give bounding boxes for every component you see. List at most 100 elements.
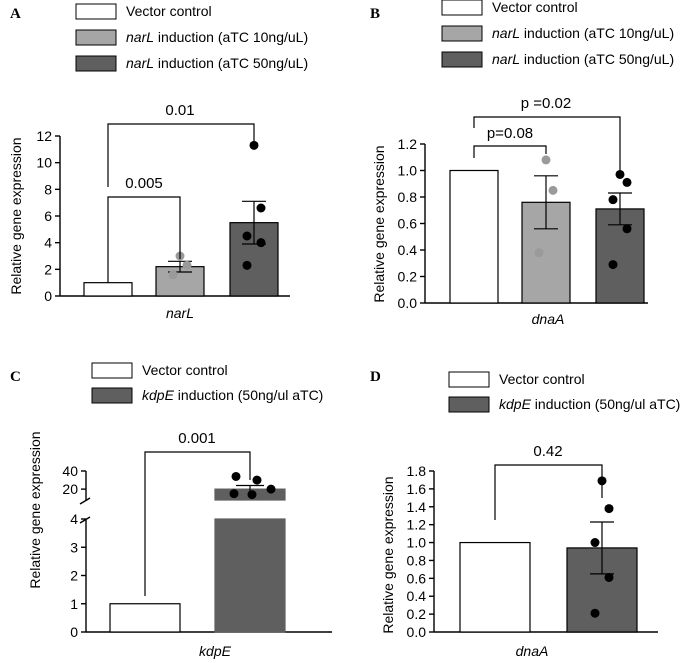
legend-swatch-a-1: [75, 29, 117, 46]
bar-a-0: [83, 282, 133, 297]
y-tick-label-b: 0.0: [398, 295, 418, 311]
y-tick-label-c: 0: [70, 624, 78, 640]
legend-swatch-a-0: [75, 3, 117, 20]
legend-swatch-c-0: [91, 362, 133, 379]
data-point-a-2: [256, 203, 266, 213]
data-point-d-1: [604, 504, 614, 514]
axis-break-c: [79, 516, 91, 524]
data-point-b-2: [608, 260, 618, 270]
y-tick-label-d: 1.2: [407, 517, 427, 533]
data-point-a-2: [242, 231, 252, 241]
y-tick-label-c: 2: [70, 568, 78, 584]
y-tick-label-d: 0.2: [407, 606, 427, 622]
y-tick-label-d: 0.6: [407, 570, 427, 586]
y-axis-label-a: Relative gene expression: [8, 137, 24, 294]
y-axis-label-c: Relative gene expression: [27, 431, 43, 588]
y-tick-label-b: 1.0: [398, 163, 418, 179]
y-tick-label-b: 0.8: [398, 189, 418, 205]
y-tick-label-d: 1.8: [407, 463, 427, 479]
significance-label-b-1: p =0.02: [521, 95, 571, 112]
legend-swatch-b-0: [441, 0, 483, 16]
y-tick-label-b: 0.2: [398, 269, 418, 285]
y-tick-label-a: 10: [36, 155, 52, 171]
y-tick-label-c: 1: [70, 596, 78, 612]
significance-bracket-d-0: [494, 464, 603, 520]
significance-label-c-0: 0.001: [178, 430, 216, 447]
data-point-a-2: [249, 140, 259, 150]
legend-entry-d-1: kdpE induction (50ng/ul aTC): [499, 396, 680, 412]
significance-bracket-b-1: [473, 116, 621, 172]
data-point-c-1: [247, 490, 257, 500]
significance-bracket-b-0: [473, 145, 547, 158]
y-tick-label-d: 1.4: [407, 499, 427, 515]
data-point-b-1: [541, 155, 551, 165]
x-axis-label-d: dnaA: [516, 643, 549, 659]
y-tick-label-d: 0.4: [407, 588, 427, 604]
data-point-c-1: [229, 489, 239, 499]
y-axis-label-d: Relative gene expression: [380, 476, 396, 633]
data-point-a-2: [242, 260, 252, 270]
legend-swatch-b-2: [441, 51, 483, 68]
legend-entry-a-0: Vector control: [126, 3, 212, 19]
legend-entry-a-1: narL induction (aTC 10ng/uL): [126, 29, 308, 45]
y-tick-label-c: 40: [62, 463, 78, 479]
significance-bracket-a-1: [107, 123, 255, 187]
data-point-b-2: [615, 169, 625, 179]
data-point-b-2: [622, 224, 632, 234]
legend-entry-c-0: Vector control: [142, 362, 228, 378]
y-tick-label-d: 0.8: [407, 552, 427, 568]
bar-c-0: [109, 603, 181, 633]
bar-c-1: [214, 518, 286, 633]
data-point-c-1: [252, 475, 262, 485]
legend-entry-a-2: narL induction (aTC 50ng/uL): [126, 55, 308, 71]
data-point-b-2: [608, 195, 618, 205]
y-tick-label-a: 6: [44, 208, 52, 224]
y-tick-label-c: 3: [70, 539, 78, 555]
panel-label-b: B: [370, 6, 380, 22]
data-point-a-1: [182, 260, 192, 270]
y-tick-label-a: 12: [36, 128, 52, 144]
data-point-b-1: [548, 185, 558, 195]
data-point-b-1: [534, 248, 544, 258]
legend-swatch-d-0: [448, 371, 490, 388]
legend-entry-b-2: narL induction (aTC 50ng/uL): [492, 51, 674, 67]
data-point-c-1: [266, 484, 276, 494]
data-point-b-2: [622, 177, 632, 187]
legend-entry-b-0: Vector control: [492, 0, 578, 15]
legend-swatch-d-1: [448, 396, 490, 413]
legend-entry-b-1: narL induction (aTC 10ng/uL): [492, 25, 674, 41]
legend-entry-c-1: kdpE induction (50ng/ul aTC): [142, 387, 323, 403]
y-tick-label-a: 8: [44, 181, 52, 197]
significance-label-a-0: 0.005: [125, 175, 163, 192]
y-tick-label-c: 20: [62, 481, 78, 497]
y-tick-label-a: 2: [44, 261, 52, 277]
y-axis-label-b: Relative gene expression: [371, 145, 387, 302]
data-point-c-1: [231, 471, 241, 481]
axis-break-c: [79, 497, 91, 505]
data-point-a-2: [256, 238, 266, 248]
significance-bracket-c-0: [144, 451, 251, 596]
bar-d-0: [459, 541, 531, 633]
panel-label-c: C: [10, 369, 21, 385]
x-axis-label-a: narL: [166, 305, 194, 321]
panel-label-a: A: [10, 6, 21, 22]
data-point-d-1: [590, 538, 600, 548]
significance-label-b-0: p=0.08: [487, 125, 533, 142]
bar-b-0: [449, 169, 499, 304]
data-point-d-1: [604, 572, 614, 582]
legend-swatch-b-1: [441, 25, 483, 42]
y-tick-label-d: 1.0: [407, 535, 427, 551]
y-tick-label-c: 4: [70, 511, 78, 527]
data-point-a-1: [168, 270, 178, 280]
legend-swatch-a-2: [75, 55, 117, 72]
x-axis-label-b: dnaA: [532, 311, 565, 327]
panel-label-d: D: [370, 369, 381, 385]
significance-bracket-a-0: [107, 196, 181, 283]
y-tick-label-d: 0.0: [407, 624, 427, 640]
y-tick-label-d: 1.6: [407, 481, 427, 497]
y-tick-label-a: 0: [44, 288, 52, 304]
x-axis-label-c: kdpE: [199, 643, 232, 659]
significance-label-d-0: 0.42: [533, 443, 562, 460]
legend-entry-d-0: Vector control: [499, 371, 585, 387]
